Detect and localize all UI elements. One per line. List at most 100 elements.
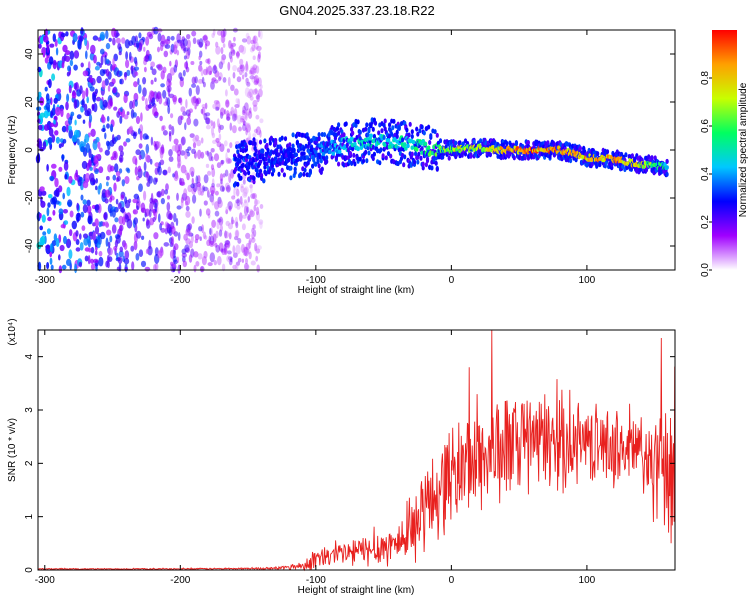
spectrogram-noise-blob <box>227 250 232 255</box>
spectrogram-noise-blob <box>127 126 133 135</box>
spectrogram-noise-blob <box>51 73 56 81</box>
spectrogram-noise-blob <box>79 242 84 251</box>
spectrogram-noise-blob <box>168 132 172 142</box>
spectrogram-noise-blob <box>223 243 227 253</box>
spectrogram-noise-blob <box>106 229 112 236</box>
spectrogram-ridge-core <box>402 142 407 147</box>
spectrogram-noise-blob <box>49 43 55 48</box>
spectrogram-ridge-cell <box>240 167 244 173</box>
spectrogram-noise-blob <box>141 235 145 240</box>
spectrogram-noise-blob <box>227 76 231 87</box>
spectrogram-noise-blob <box>109 235 113 243</box>
spectrogram-noise-blob <box>105 30 109 40</box>
spectrogram-noise-blob <box>160 70 165 80</box>
spectrogram-noise-blob <box>181 136 186 146</box>
spectrogram-ridge-cell <box>348 151 353 156</box>
spectrogram-noise-blob <box>252 192 257 200</box>
spectrogram-ridge-core <box>499 145 504 151</box>
spectrogram-ridge-cell <box>380 128 384 134</box>
spectrogram-ridge-cell <box>263 138 267 144</box>
spectrogram-ridge-cell <box>605 149 610 155</box>
spectrogram-noise-blob <box>218 133 222 141</box>
spectrogram-noise-blob <box>77 39 81 50</box>
spectrogram-noise-blob <box>220 160 224 166</box>
spectrogram-noise-blob <box>160 227 166 233</box>
spectrogram-noise-blob <box>210 189 215 197</box>
spectrogram-noise-blob <box>216 141 222 148</box>
spectrogram-noise-blob <box>89 172 95 182</box>
spectrogram-noise-blob <box>143 190 147 201</box>
spectrogram-noise-blob <box>228 173 232 184</box>
spectrogram-noise-layer <box>35 26 264 274</box>
spectrogram-noise-blob <box>191 76 196 85</box>
spectrogram-noise-blob <box>113 182 117 192</box>
spectrogram-noise-blob <box>170 236 175 246</box>
spectrogram-noise-blob <box>186 34 191 40</box>
spectrogram-noise-blob <box>126 69 131 77</box>
spectrogram-noise-blob <box>55 47 59 56</box>
spectrogram-noise-blob <box>159 44 164 52</box>
spectrogram-ridge-cell <box>621 164 625 170</box>
spectrogram-noise-blob <box>73 64 78 71</box>
spectrogram-noise-blob <box>129 100 134 110</box>
spectrogram-noise-blob <box>163 242 170 247</box>
spectrogram-noise-blob <box>168 149 173 157</box>
spectrogram-noise-blob <box>95 185 98 191</box>
spectrogram-ridge-cell <box>415 126 419 132</box>
spectrogram-noise-blob <box>253 80 259 86</box>
spectrogram-noise-blob <box>241 223 246 231</box>
spectrogram-noise-blob <box>82 199 87 205</box>
spectrogram-noise-blob <box>225 186 231 192</box>
y-tick-label: 3 <box>24 407 35 413</box>
spectrogram-noise-blob <box>124 176 130 184</box>
spectrogram-noise-blob <box>244 199 247 204</box>
spectrogram-noise-blob <box>133 217 138 225</box>
spectrogram-noise-blob <box>229 55 233 63</box>
spectrogram-ridge-cell <box>287 157 291 163</box>
spectrogram-noise-blob <box>220 178 223 185</box>
spectrogram-noise-blob <box>54 39 58 47</box>
spectrogram-noise-blob <box>234 216 238 227</box>
spectrogram-noise-blob <box>48 194 53 199</box>
spectrogram-ridge-cell <box>364 149 368 155</box>
spectrogram-noise-blob <box>253 205 257 212</box>
spectrogram-noise-blob <box>116 175 121 182</box>
snr-y-axis-scale: (x10⁴) <box>7 318 18 345</box>
spectrogram-noise-blob <box>180 115 184 121</box>
spectrogram-noise-blob <box>211 132 216 139</box>
spectrogram-noise-blob <box>59 244 65 252</box>
spectrogram-noise-blob <box>166 195 171 200</box>
spectrogram-noise-blob <box>69 229 73 237</box>
spectrogram-noise-blob <box>90 153 94 164</box>
spectrogram-noise-blob <box>194 104 197 110</box>
spectrogram-noise-blob <box>61 154 64 162</box>
spectrogram-noise-blob <box>84 133 90 143</box>
spectrogram-noise-blob <box>94 204 100 211</box>
spectrogram-noise-blob <box>183 188 188 198</box>
spectrogram-noise-blob <box>193 264 197 273</box>
spectrogram-noise-blob <box>241 109 246 115</box>
spectrogram-noise-blob <box>244 262 249 271</box>
spectrogram-noise-blob <box>232 72 236 79</box>
spectrogram-noise-blob <box>173 259 178 265</box>
spectrogram-noise-blob <box>117 43 122 50</box>
spectrogram-ridge-core <box>307 157 312 162</box>
spectrogram-noise-blob <box>242 118 246 126</box>
spectrogram-noise-blob <box>49 122 55 128</box>
spectrogram-noise-blob <box>65 124 69 133</box>
spectrogram-noise-blob <box>197 253 203 260</box>
spectrogram-noise-blob <box>254 88 258 94</box>
spectrogram-noise-blob <box>150 136 154 146</box>
spectrogram-noise-blob <box>73 50 80 59</box>
snr-panel: -300 -200 -100 0 100 0 1 2 3 4 Height of straigh… <box>7 318 676 596</box>
spectrogram-noise-blob <box>38 140 43 149</box>
spectrogram-noise-blob <box>221 263 226 272</box>
spectrogram-noise-blob <box>232 245 236 254</box>
spectrogram-noise-blob <box>249 185 253 194</box>
x-tick-label: -100 <box>306 575 326 586</box>
spectrogram-noise-blob <box>220 159 225 165</box>
spectrogram-ridge-cell <box>358 129 362 135</box>
spectrogram-noise-blob <box>132 198 138 204</box>
spectrogram-noise-blob <box>230 106 235 116</box>
spectrogram-noise-blob <box>99 182 102 190</box>
